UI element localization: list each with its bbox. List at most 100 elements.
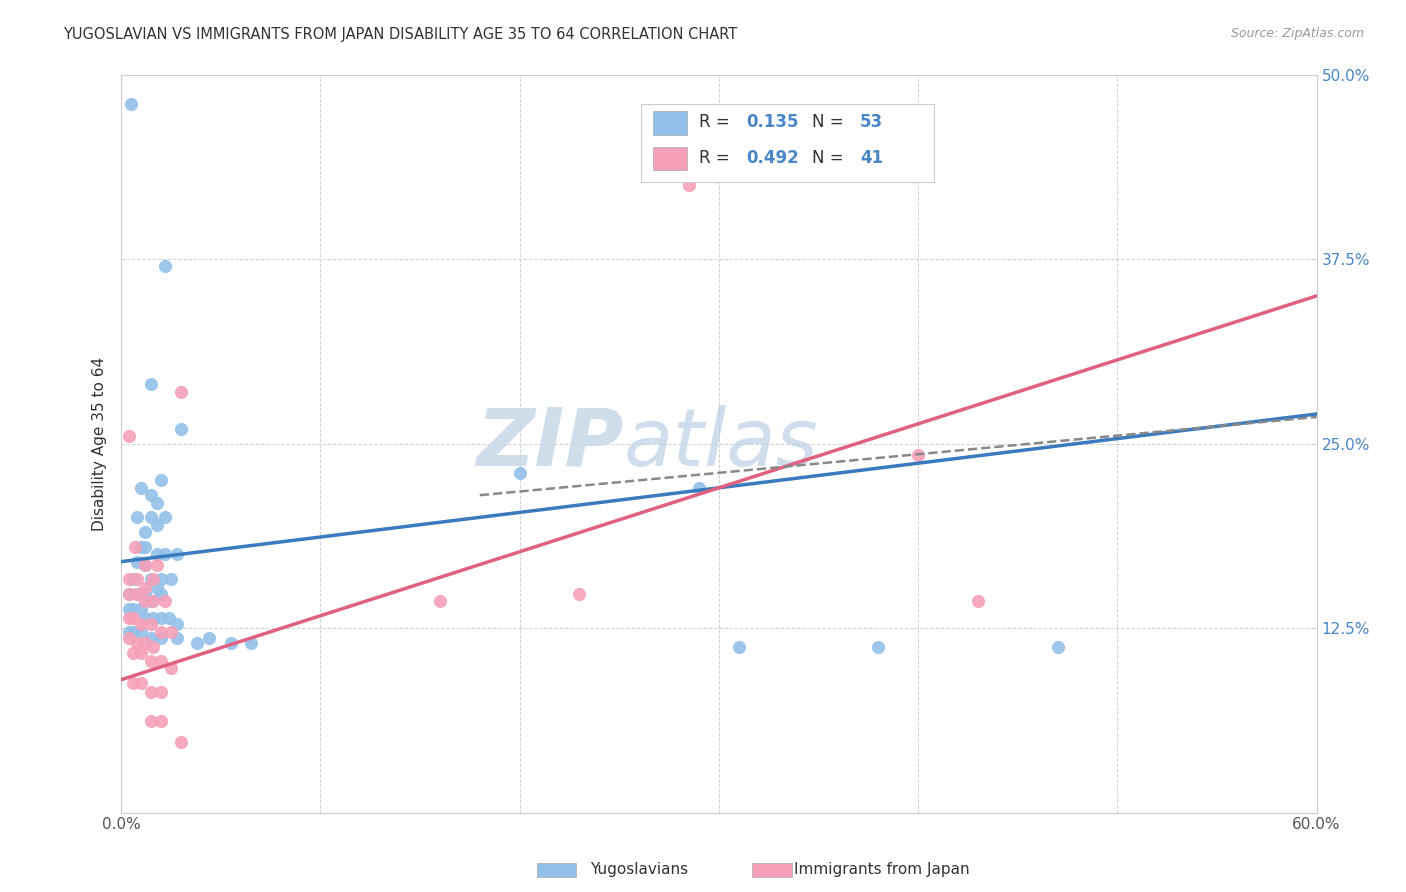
Point [122, 572, 145, 586]
Text: N =: N = [813, 112, 849, 131]
Point [146, 547, 169, 561]
Text: Immigrants from Japan: Immigrants from Japan [794, 863, 970, 877]
Text: N =: N = [813, 149, 849, 167]
Point [118, 429, 141, 443]
Point [1046, 640, 1069, 655]
Point [219, 636, 242, 650]
Point [678, 178, 700, 193]
Point [134, 525, 156, 540]
Point [134, 558, 156, 572]
Y-axis label: Disability Age 35 to 64: Disability Age 35 to 64 [93, 357, 107, 531]
Point [122, 602, 145, 616]
Point [688, 481, 710, 495]
Point [160, 625, 183, 640]
Point [160, 661, 183, 675]
Point [139, 653, 162, 667]
FancyBboxPatch shape [654, 112, 686, 135]
Point [153, 510, 176, 524]
Point [139, 488, 162, 502]
Point [170, 384, 193, 399]
Text: 53: 53 [860, 112, 883, 131]
Point [146, 495, 169, 509]
Text: 0.492: 0.492 [747, 149, 799, 167]
Point [153, 594, 176, 608]
Point [129, 625, 152, 640]
Point [239, 636, 262, 650]
Point [139, 594, 162, 608]
Point [129, 646, 152, 660]
Point [118, 587, 141, 601]
Point [129, 540, 152, 554]
Point [153, 547, 176, 561]
Text: atlas: atlas [623, 405, 818, 483]
Text: YUGOSLAVIAN VS IMMIGRANTS FROM JAPAN DISABILITY AGE 35 TO 64 CORRELATION CHART: YUGOSLAVIAN VS IMMIGRANTS FROM JAPAN DIS… [63, 27, 738, 42]
Point [127, 587, 149, 601]
FancyBboxPatch shape [641, 104, 934, 182]
Point [166, 616, 188, 631]
Point [118, 632, 141, 646]
Point [124, 540, 146, 554]
Point [150, 474, 173, 488]
Point [142, 640, 165, 655]
Point [150, 653, 173, 667]
Point [139, 616, 162, 631]
Point [122, 610, 145, 624]
Text: 41: 41 [860, 149, 883, 167]
Point [150, 610, 173, 624]
FancyBboxPatch shape [654, 147, 686, 170]
Point [166, 547, 188, 561]
Point [134, 581, 156, 595]
Point [150, 684, 173, 698]
Point [118, 610, 141, 624]
Point [170, 422, 193, 436]
Point [134, 636, 156, 650]
Point [134, 594, 156, 608]
Point [150, 632, 173, 646]
Point [139, 572, 162, 586]
Point [150, 587, 173, 601]
Point [129, 675, 152, 690]
Point [127, 587, 149, 601]
Point [868, 640, 890, 655]
Point [142, 610, 165, 624]
Point [198, 632, 221, 646]
Point [150, 714, 173, 728]
Point [134, 540, 156, 554]
Point [127, 510, 149, 524]
Point [139, 510, 162, 524]
Point [118, 625, 141, 640]
Point [139, 714, 162, 728]
Point [127, 555, 149, 569]
Point [146, 581, 169, 595]
Point [150, 625, 173, 640]
Point [127, 572, 149, 586]
Text: R =: R = [699, 149, 734, 167]
Point [146, 517, 169, 532]
Point [118, 602, 141, 616]
Point [139, 684, 162, 698]
Point [966, 594, 988, 608]
Text: Yugoslavians: Yugoslavians [591, 863, 689, 877]
Point [129, 481, 152, 495]
Point [139, 632, 162, 646]
Point [153, 260, 176, 274]
Point [568, 587, 591, 601]
Point [122, 646, 145, 660]
Point [170, 734, 193, 748]
Point [166, 632, 188, 646]
Text: R =: R = [699, 112, 734, 131]
Point [134, 610, 156, 624]
Point [122, 625, 145, 640]
Point [134, 587, 156, 601]
Point [139, 377, 162, 392]
Point [429, 594, 451, 608]
Point [160, 572, 183, 586]
Point [118, 587, 141, 601]
Point [118, 572, 141, 586]
Point [129, 602, 152, 616]
Point [120, 97, 142, 112]
Point [122, 675, 145, 690]
Point [142, 594, 165, 608]
Text: ZIP: ZIP [475, 405, 623, 483]
Point [907, 448, 929, 462]
